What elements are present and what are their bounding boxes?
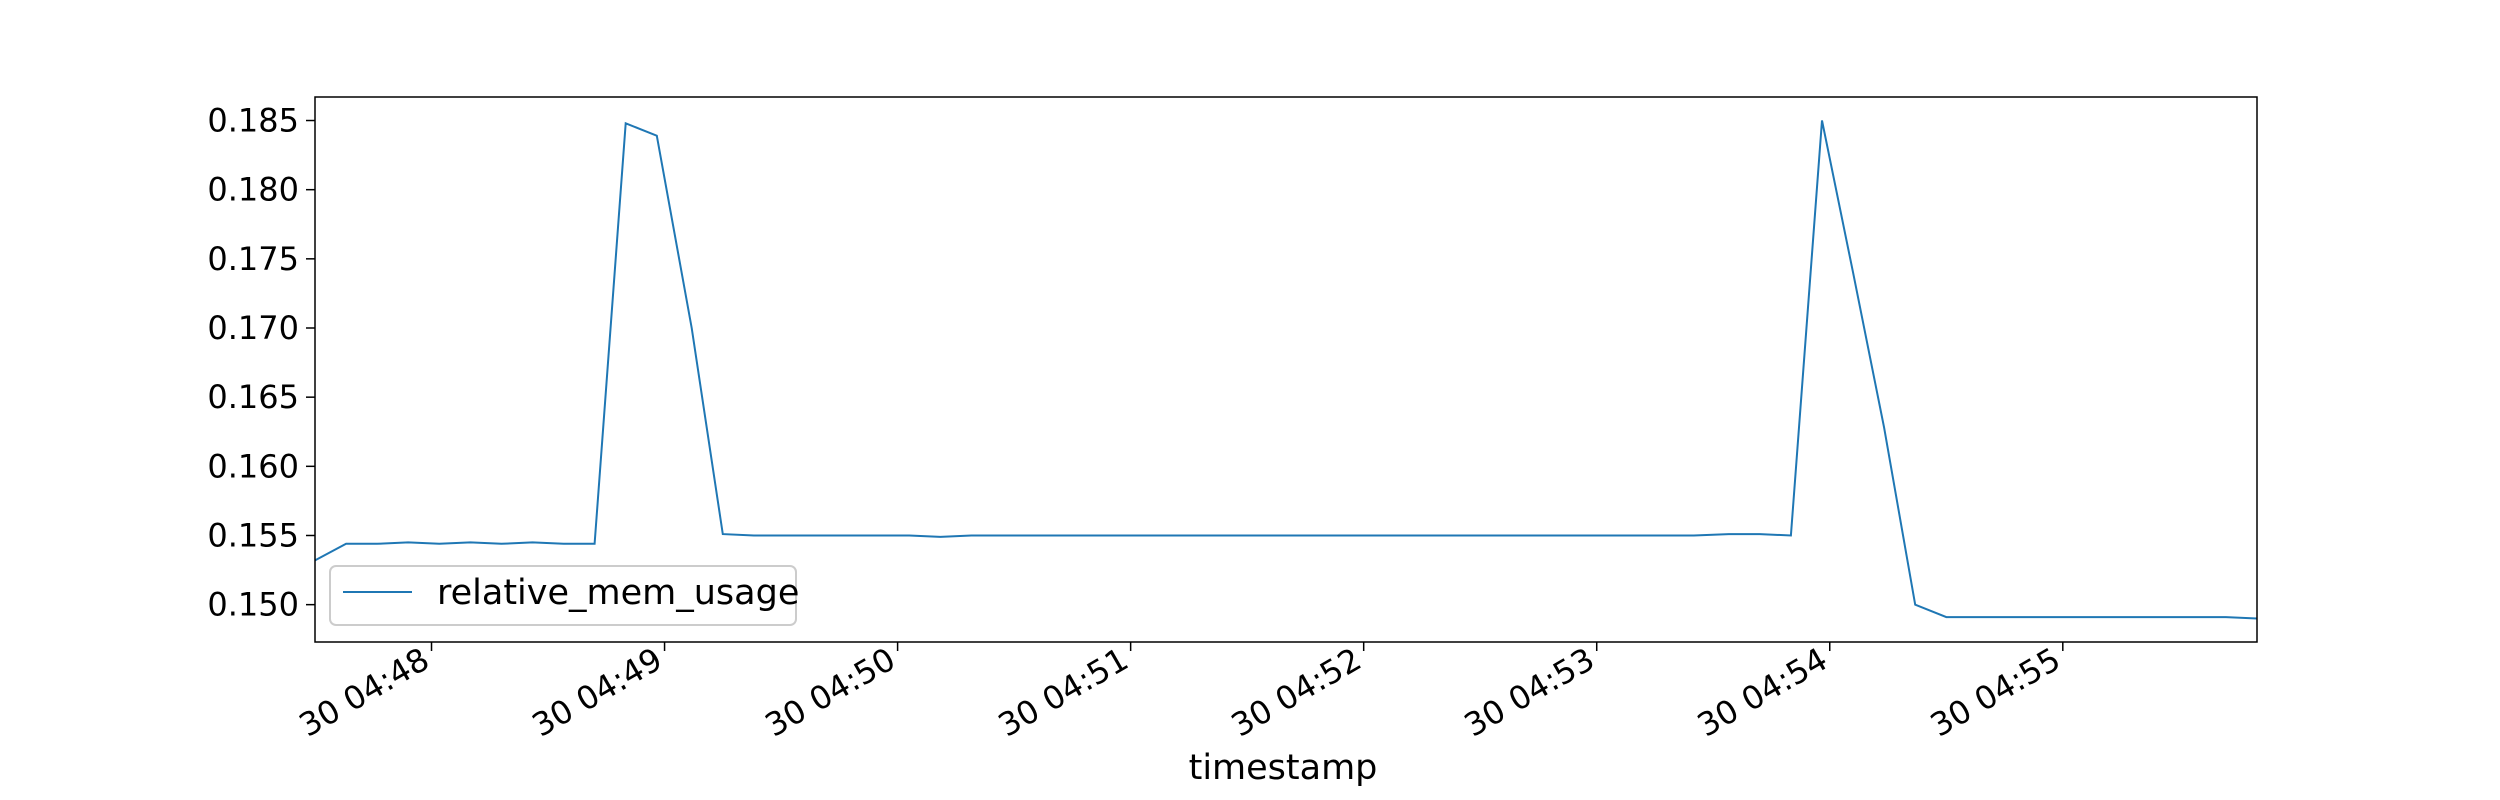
- y-tick-label: 0.170: [207, 309, 299, 347]
- y-tick-label: 0.155: [207, 516, 299, 554]
- x-tick-label: 30 04:48: [293, 640, 436, 744]
- legend-box: [329, 565, 797, 626]
- x-tick-label: 30 04:52: [1225, 640, 1368, 744]
- x-tick-label: 30 04:49: [526, 640, 669, 744]
- y-tick-label: 0.150: [207, 586, 299, 624]
- x-tick-label: 30 04:50: [759, 640, 902, 744]
- y-tick-label: 0.165: [207, 378, 299, 416]
- x-tick-label: 30 04:53: [1458, 640, 1601, 744]
- x-tick-label: 30 04:51: [992, 640, 1135, 744]
- legend: relative_mem_usage: [329, 565, 799, 626]
- x-axis-label: timestamp: [1189, 748, 1378, 788]
- y-tick-label: 0.180: [207, 171, 299, 209]
- plot-area: [314, 96, 2258, 643]
- plot-frame: [314, 96, 2258, 643]
- y-tick-label: 0.185: [207, 102, 299, 140]
- y-tick-label: 0.175: [207, 240, 299, 278]
- x-tick-label: 30 04:54: [1691, 640, 1834, 744]
- legend-label: relative_mem_usage: [437, 573, 799, 613]
- y-axis: 0.150 0.155 0.160 0.165 0.170 0.175 0.180 0.185: [207, 102, 315, 624]
- x-tick-label: 30 04:55: [1924, 640, 2067, 744]
- series-line-relative-mem-usage: [314, 120, 2258, 620]
- y-tick-label: 0.160: [207, 447, 299, 485]
- x-axis: 30 04:48 30 04:49 30 04:50 30 04:51 30 04:52…: [293, 640, 2067, 744]
